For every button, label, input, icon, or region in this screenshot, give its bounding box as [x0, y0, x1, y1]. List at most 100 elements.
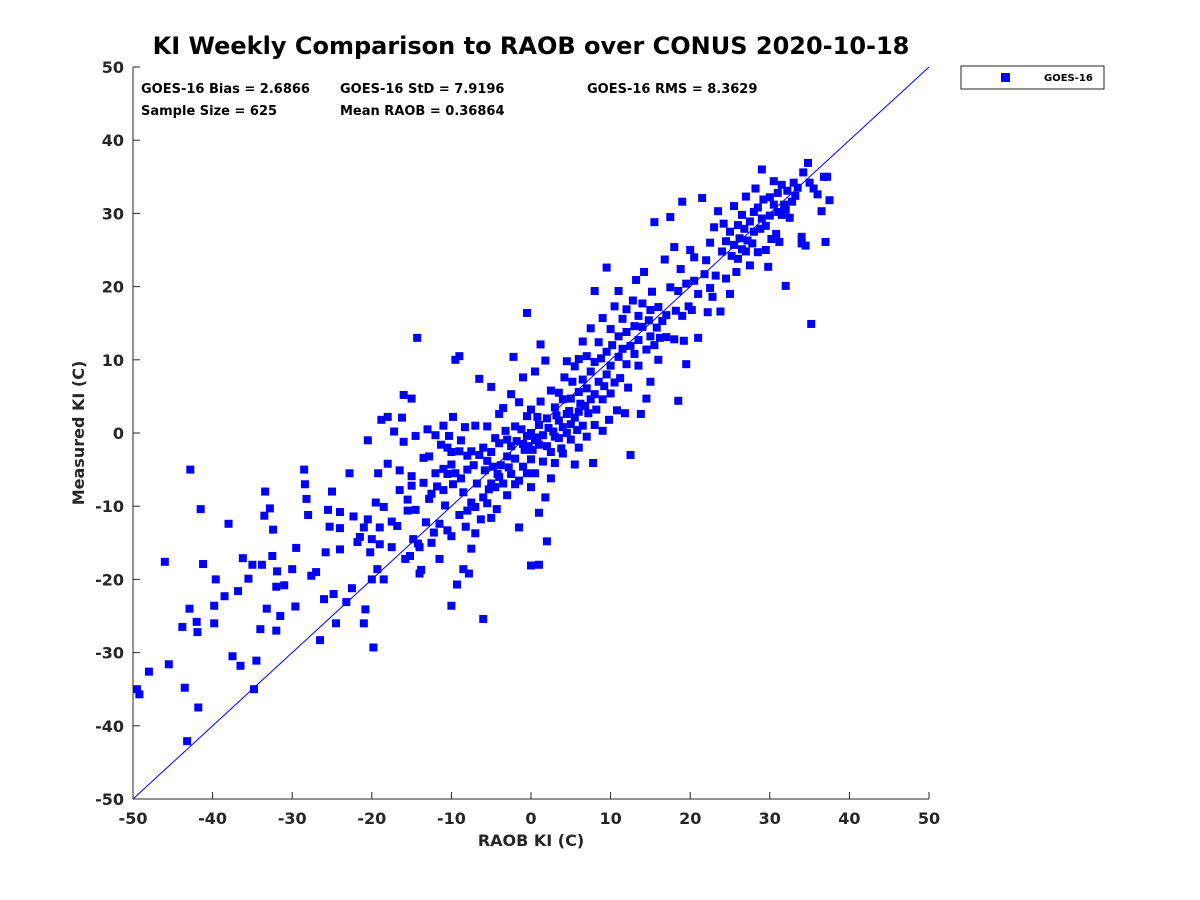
- data-point: [307, 571, 316, 580]
- data-point: [534, 560, 543, 569]
- data-point: [678, 311, 687, 320]
- data-point: [638, 299, 647, 308]
- data-point: [519, 462, 528, 471]
- data-point: [345, 469, 354, 478]
- data-point: [220, 592, 229, 601]
- data-point: [573, 426, 582, 435]
- data-point: [606, 361, 615, 370]
- data-point: [523, 412, 532, 421]
- data-point: [528, 445, 537, 454]
- y-tick-label: 0: [113, 424, 124, 443]
- data-point: [614, 286, 623, 295]
- data-point: [475, 450, 484, 459]
- data-point: [325, 522, 334, 531]
- data-point: [745, 261, 754, 270]
- legend: GOES-16: [960, 65, 1105, 90]
- data-point: [658, 317, 667, 326]
- data-point: [622, 327, 631, 336]
- data-point: [353, 538, 362, 547]
- data-point: [355, 532, 364, 541]
- data-point: [425, 494, 434, 503]
- data-point: [316, 636, 325, 645]
- data-point: [415, 543, 424, 552]
- data-point: [578, 337, 587, 346]
- data-point: [574, 407, 583, 416]
- data-point: [542, 442, 551, 451]
- data-point: [558, 423, 567, 432]
- data-point: [574, 388, 583, 397]
- data-point: [807, 319, 816, 328]
- data-point: [527, 429, 535, 437]
- data-point: [509, 352, 518, 361]
- data-point: [443, 469, 452, 478]
- data-point: [193, 628, 202, 637]
- data-point: [484, 485, 493, 494]
- data-point: [711, 271, 720, 280]
- data-point: [252, 656, 261, 665]
- data-point: [670, 335, 679, 344]
- x-tick-label: -50: [119, 809, 148, 828]
- data-point: [210, 619, 219, 628]
- data-point: [642, 394, 651, 403]
- x-tick-label: -30: [278, 809, 307, 828]
- data-point: [199, 560, 208, 569]
- data-point: [781, 205, 790, 214]
- data-point: [471, 421, 480, 430]
- data-point: [312, 568, 321, 577]
- data-point: [517, 425, 526, 434]
- data-point: [448, 412, 457, 421]
- data-point: [679, 336, 688, 345]
- data-point: [729, 202, 738, 211]
- data-point: [379, 575, 388, 584]
- data-point: [369, 643, 378, 652]
- data-point: [594, 338, 603, 347]
- y-tick-label: 40: [102, 131, 124, 150]
- data-point: [600, 382, 609, 391]
- data-point: [491, 483, 500, 492]
- data-point: [655, 333, 664, 342]
- legend-marker-square: [1001, 73, 1010, 82]
- data-point: [703, 308, 712, 317]
- data-point: [196, 505, 205, 514]
- data-point: [761, 221, 770, 230]
- data-point: [467, 544, 476, 553]
- data-point: [406, 551, 415, 560]
- data-point: [194, 703, 203, 712]
- data-point: [660, 255, 669, 264]
- data-point: [361, 605, 370, 614]
- data-point: [515, 398, 524, 407]
- data-point: [550, 403, 559, 412]
- data-point: [503, 435, 512, 444]
- data-point: [448, 480, 457, 489]
- data-point: [554, 388, 563, 397]
- data-point: [558, 449, 567, 458]
- data-point: [598, 314, 607, 323]
- data-point: [817, 207, 826, 216]
- data-point: [722, 274, 731, 283]
- data-point: [722, 237, 731, 246]
- data-point: [455, 352, 464, 361]
- data-point: [496, 461, 505, 470]
- data-point: [228, 652, 237, 661]
- data-point: [367, 535, 376, 544]
- data-point: [377, 415, 386, 424]
- data-point: [132, 685, 141, 694]
- data-point: [272, 626, 281, 635]
- data-point: [745, 217, 754, 226]
- data-point: [533, 412, 542, 421]
- data-point: [670, 243, 679, 252]
- data-point: [459, 488, 468, 497]
- data-point: [638, 322, 647, 331]
- data-point: [456, 436, 465, 445]
- data-point: [718, 247, 727, 256]
- data-point: [682, 360, 691, 369]
- data-point: [459, 565, 468, 574]
- data-point: [335, 508, 344, 517]
- data-point: [554, 416, 563, 425]
- data-point: [690, 253, 699, 262]
- data-point: [671, 306, 680, 315]
- data-point: [515, 476, 524, 485]
- data-point: [598, 395, 607, 404]
- data-point: [632, 276, 641, 285]
